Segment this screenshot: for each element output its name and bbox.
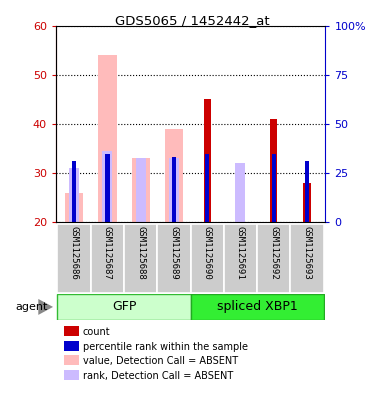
Bar: [236, 163, 246, 222]
Bar: [91, 224, 124, 293]
Bar: [69, 168, 79, 222]
Text: percentile rank within the sample: percentile rank within the sample: [83, 342, 248, 352]
Bar: [57, 224, 91, 293]
Text: GFP: GFP: [112, 300, 136, 314]
Bar: [290, 224, 324, 293]
Bar: [191, 224, 224, 293]
Bar: [105, 154, 110, 222]
Bar: [98, 55, 117, 222]
Text: GSM1125689: GSM1125689: [169, 226, 178, 280]
Bar: [72, 161, 76, 222]
Text: GSM1125692: GSM1125692: [269, 226, 278, 280]
Bar: [224, 224, 257, 293]
Text: count: count: [83, 327, 110, 337]
Text: GSM1125687: GSM1125687: [103, 226, 112, 280]
Bar: [257, 224, 290, 293]
Bar: [65, 193, 83, 222]
Bar: [169, 158, 179, 222]
Text: GSM1125688: GSM1125688: [136, 226, 145, 280]
Bar: [157, 224, 191, 293]
Bar: [165, 129, 183, 222]
Bar: [102, 151, 112, 222]
Bar: [136, 158, 146, 222]
Bar: [303, 183, 311, 222]
Bar: [271, 154, 276, 222]
Bar: [57, 294, 191, 320]
Bar: [270, 119, 278, 222]
Bar: [132, 158, 150, 222]
Text: agent: agent: [15, 302, 48, 312]
Bar: [172, 157, 176, 222]
Bar: [204, 99, 211, 222]
Bar: [124, 224, 157, 293]
Text: GSM1125693: GSM1125693: [303, 226, 311, 280]
Text: GSM1125690: GSM1125690: [203, 226, 212, 280]
Bar: [305, 161, 309, 222]
Bar: [191, 294, 324, 320]
Text: GSM1125686: GSM1125686: [70, 226, 79, 280]
Text: value, Detection Call = ABSENT: value, Detection Call = ABSENT: [83, 356, 238, 366]
Text: rank, Detection Call = ABSENT: rank, Detection Call = ABSENT: [83, 371, 233, 381]
Text: spliced XBP1: spliced XBP1: [217, 300, 298, 314]
Text: GDS5065 / 1452442_at: GDS5065 / 1452442_at: [115, 14, 270, 27]
Polygon shape: [38, 299, 53, 315]
Text: GSM1125691: GSM1125691: [236, 226, 245, 280]
Bar: [205, 154, 209, 222]
